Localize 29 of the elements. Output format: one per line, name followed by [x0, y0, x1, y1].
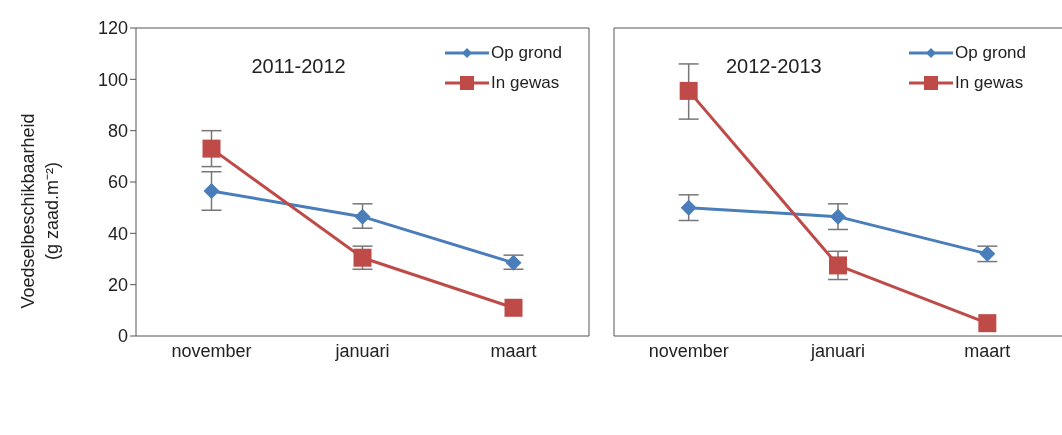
y-tick-label: 60 — [107, 172, 128, 193]
point — [202, 139, 221, 158]
y-tick-label: 20 — [107, 275, 128, 296]
text: 2012-2013 — [726, 55, 822, 78]
x-tick-label: november — [171, 340, 252, 361]
legend-label: In gewas — [955, 73, 1024, 93]
legend-label: In gewas — [491, 73, 560, 93]
point — [978, 314, 997, 333]
y-tick-label: 0 — [117, 326, 128, 347]
point — [203, 182, 220, 199]
legend-label: Op grond — [491, 43, 562, 63]
point — [829, 256, 847, 275]
x-tick-label: januari — [809, 340, 866, 361]
legend-label: Op grond — [955, 43, 1026, 63]
point — [504, 298, 523, 317]
x-tick-label: maart — [964, 340, 1011, 361]
x-tick-label: januari — [334, 340, 390, 361]
x-tick-label: november — [648, 340, 729, 361]
point — [830, 208, 846, 225]
y-tick-label: 100 — [97, 69, 128, 90]
point — [354, 208, 371, 225]
y-axis-title: Voedselbeschikbaarheid (g zaad.m⁻²) — [17, 113, 63, 309]
text: 2011-2012 — [251, 55, 346, 78]
y-tick-label: 40 — [107, 223, 128, 244]
y-tick-label: 80 — [107, 121, 128, 142]
point — [680, 199, 697, 216]
x-tick-label: maart — [490, 340, 537, 361]
point — [679, 81, 698, 100]
y-tick-label: 120 — [97, 18, 128, 39]
